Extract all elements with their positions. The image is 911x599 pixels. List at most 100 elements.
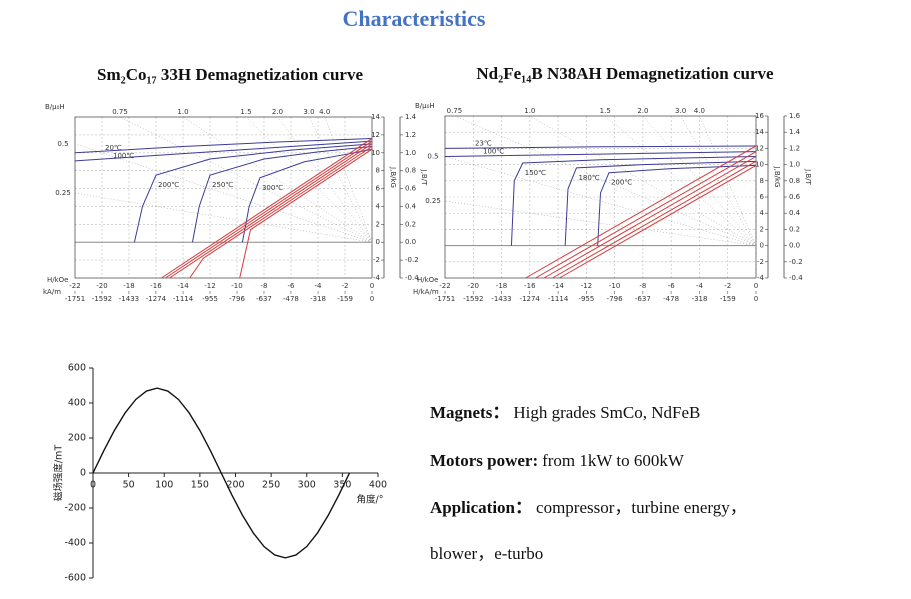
curve-label: 150℃	[525, 169, 546, 177]
x2-tick-label: -796	[229, 295, 245, 303]
y-tick-label: 14	[371, 113, 380, 121]
chart-title: Sm₂Co₁₇ 33H Demagnetization curve	[97, 65, 363, 84]
x2-tick-label: -159	[337, 295, 353, 303]
x-axis-label: H/kOe	[47, 276, 69, 284]
permeance-value: 1.0	[524, 107, 535, 115]
curve	[525, 145, 757, 279]
permeance-value: 3.0	[675, 107, 686, 115]
spec-label: Application：	[430, 498, 532, 517]
y2-tick-label: 1.2	[789, 144, 800, 152]
curve-label: 200℃	[158, 181, 179, 189]
x-tick-label: -14	[177, 282, 189, 290]
x2-tick-label: -637	[256, 295, 272, 303]
x-axis-label: H/kOe	[417, 276, 439, 284]
y-tick-label: 12	[371, 131, 380, 139]
y-tick-label: -4	[757, 274, 765, 282]
curve	[552, 160, 757, 279]
y-tick-label: 0	[760, 242, 764, 250]
y2-tick-label: 1.2	[405, 131, 416, 139]
y-tick-label: 14	[755, 128, 764, 136]
y2-tick-label: -0.2	[789, 258, 803, 266]
x2-tick-label: -159	[720, 295, 736, 303]
curve	[543, 156, 757, 279]
y-tick-label: 2	[760, 225, 764, 233]
x2-tick-label: -1274	[520, 295, 541, 303]
curve	[133, 143, 373, 243]
permeance-value: 1.0	[177, 108, 188, 116]
curve	[597, 164, 757, 246]
y-axis-label: J,B/kG	[773, 166, 781, 188]
y-tick-label: -200	[64, 503, 86, 514]
y-tick-label: 10	[755, 161, 764, 169]
y-tick-label: -400	[64, 538, 86, 549]
permeance-line	[182, 116, 373, 243]
x2-axis-label: kA/m	[43, 288, 61, 296]
curve	[161, 138, 373, 279]
curve-label: 100℃	[113, 152, 134, 160]
y-tick-label: 600	[68, 363, 86, 374]
x-tick-label: -12	[204, 282, 215, 290]
curve	[165, 140, 373, 279]
x2-tick-label: -1114	[173, 295, 194, 303]
x2-tick-label: -1592	[92, 295, 112, 303]
curve	[189, 146, 373, 279]
curve	[559, 164, 757, 279]
y2-tick-label: 1.0	[789, 161, 800, 169]
y2-tick-label: 1.4	[789, 128, 801, 136]
permeance-value: 0.5	[57, 140, 68, 148]
x-tick-label: -10	[609, 282, 620, 290]
y-tick-label: 8	[376, 167, 380, 175]
chart-title: Nd₂Fe₁₄B N38AH Demagnetization curve	[476, 64, 774, 83]
y-tick-label: -600	[64, 573, 86, 584]
y-tick-label: -2	[757, 258, 764, 266]
spec-label: Magnets：	[430, 403, 509, 422]
permeance-line	[454, 115, 757, 246]
permeance-line	[680, 115, 757, 246]
curve-label: 100℃	[483, 148, 504, 156]
y-tick-label: -4	[373, 274, 381, 282]
y-tick-label: 0	[80, 468, 86, 479]
x2-tick-label: -1114	[548, 295, 569, 303]
y-tick-label: 10	[371, 149, 380, 157]
x2-tick-label: -318	[310, 295, 326, 303]
curve	[92, 387, 351, 559]
permeance-value: 0.25	[425, 197, 441, 205]
x-tick-label: -18	[123, 282, 134, 290]
permeance-value: 2.0	[272, 108, 283, 116]
spec-line: Magnets： High grades SmCo, NdFeB	[430, 403, 700, 422]
x-tick-label: 250	[262, 480, 280, 491]
curve-label: 250℃	[212, 181, 233, 189]
page-title: Characteristics	[343, 6, 486, 31]
y-tick-label: 12	[755, 144, 764, 152]
y2-tick-label: 0.6	[405, 185, 417, 193]
curve-label: 200℃	[611, 179, 632, 187]
y-axis-label: J,B/kG	[389, 166, 397, 188]
x-tick-label: -4	[696, 282, 704, 290]
curve	[564, 160, 757, 246]
x-tick-label: -6	[288, 282, 296, 290]
permeance-line	[605, 115, 757, 246]
y-tick-label: 8	[760, 177, 764, 185]
x2-tick-label: -1433	[119, 295, 139, 303]
x-tick-label: -22	[69, 282, 80, 290]
x2-tick-label: -1751	[435, 295, 455, 303]
x2-axis-label: H/kA/m	[413, 288, 439, 296]
y-tick-label: 2	[376, 220, 380, 228]
x2-tick-label: -318	[692, 295, 708, 303]
permeance-label: B/μ₀H	[415, 102, 435, 110]
spec-text: from 1kW to 600kW	[542, 451, 685, 470]
x-tick-label: -14	[552, 282, 564, 290]
y2-tick-label: 0.4	[789, 209, 801, 217]
x-tick-label: 150	[191, 480, 209, 491]
spec-line: Motors power: from 1kW to 600kW	[430, 451, 685, 470]
plot-frame	[74, 116, 373, 279]
x2-tick-label: -796	[607, 295, 623, 303]
y2-tick-label: 0.8	[405, 167, 416, 175]
x-tick-label: -4	[315, 282, 323, 290]
y2-tick-label: -0.4	[405, 274, 419, 282]
permeance-value: 4.0	[319, 108, 330, 116]
x2-tick-label: -1751	[65, 295, 85, 303]
permeance-value: 3.0	[303, 108, 314, 116]
spec-label: Motors power:	[430, 451, 538, 470]
